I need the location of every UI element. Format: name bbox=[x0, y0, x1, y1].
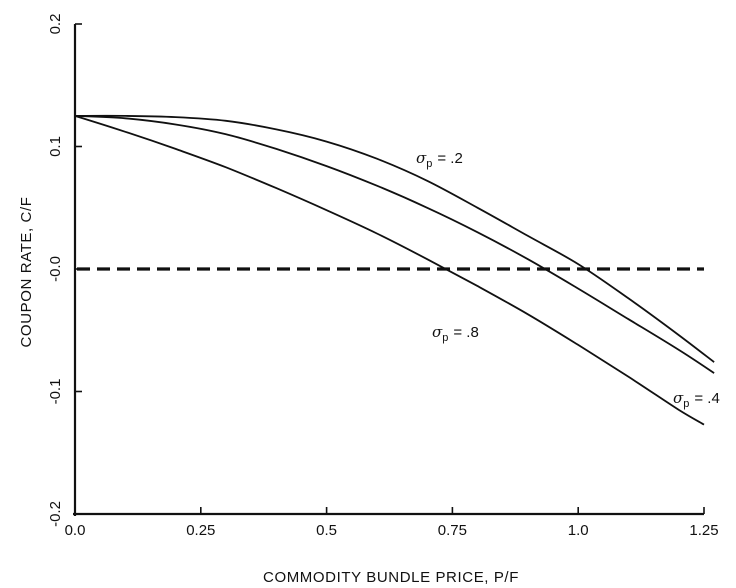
y-tick-label: 0.1 bbox=[47, 136, 64, 157]
series-labels: σp = .2 σp = .4 σp = .8 bbox=[416, 149, 720, 410]
y-tick-label: 0.2 bbox=[47, 14, 64, 35]
x-tick-label: 0.25 bbox=[186, 522, 215, 539]
x-tick-label: 0.75 bbox=[438, 522, 467, 539]
y-axis-title: COUPON RATE, C/F bbox=[18, 197, 35, 348]
x-tick-label: 1.0 bbox=[568, 522, 589, 539]
y-tick-label: -0.0 bbox=[47, 256, 64, 282]
series-label-1: σp = .2 bbox=[416, 149, 463, 170]
x-tick-label: 0.5 bbox=[316, 522, 337, 539]
y-tick-label: -0.2 bbox=[47, 501, 64, 527]
tick-labels: 0.0 0.25 0.5 0.75 1.0 1.25 -0.2 -0.1 -0.0 0.1 0.2 bbox=[47, 14, 719, 539]
x-tick-label: 1.25 bbox=[689, 522, 718, 539]
series-label-2: σp = .4 bbox=[673, 389, 720, 410]
series-lines bbox=[74, 114, 715, 426]
x-tick-label: 0.0 bbox=[65, 522, 86, 539]
series-line-3 bbox=[74, 115, 705, 426]
series-line-1 bbox=[74, 114, 715, 363]
y-tick-label: -0.1 bbox=[47, 379, 64, 405]
series-line-2 bbox=[74, 115, 715, 374]
x-axis-title: COMMODITY BUNDLE PRICE, P/F bbox=[263, 569, 519, 586]
axes bbox=[73, 24, 704, 516]
series-label-3: σp = .8 bbox=[432, 323, 479, 344]
